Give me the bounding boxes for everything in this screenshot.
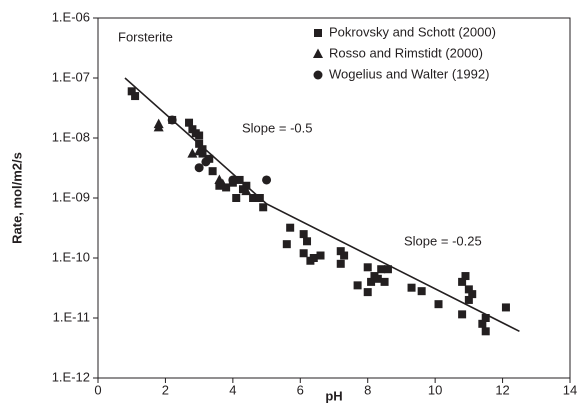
legend-label: Rosso and Rimstidt (2000) [329,45,483,60]
y-tick-label: 1.E-09 [52,189,90,204]
y-tick-label: 1.E-08 [52,129,90,144]
x-tick-label: 14 [563,382,577,397]
x-tick-label: 12 [495,382,509,397]
point [373,274,382,283]
point [299,249,308,258]
point [303,237,312,246]
point [167,115,177,125]
legend-label: Pokrovsky and Schott (2000) [329,24,496,39]
point [194,163,204,173]
point [316,251,325,260]
x-axis-label: pH [325,388,342,403]
point [201,157,211,167]
point [282,240,291,249]
point [185,118,194,127]
y-axis-label: Rate, mol/m2/s [9,152,24,244]
chart-label: Forsterite [118,29,173,44]
point [299,230,308,239]
point [464,295,473,304]
point [208,167,217,176]
x-tick-label: 2 [162,382,169,397]
point [309,254,318,262]
point [232,194,241,202]
y-tick-label: 1.E-12 [52,369,90,384]
y-tick-label: 1.E-10 [52,249,90,264]
point [198,145,207,154]
point [464,285,473,294]
point [363,263,372,272]
annotation: Slope = -0.25 [404,233,482,248]
y-tick-label: 1.E-06 [52,9,90,24]
point [127,87,136,96]
point [461,272,470,281]
point [340,251,349,260]
point [363,288,372,297]
legend-marker [313,48,323,58]
point [235,175,244,184]
point [383,265,392,274]
point [468,290,477,299]
point [153,118,164,129]
fit-line [124,77,520,333]
x-tick-label: 6 [297,382,304,397]
point [377,265,386,274]
point [217,178,228,189]
point [478,319,487,328]
point [249,194,258,202]
x-tick-label: 4 [229,382,236,397]
point [458,277,467,286]
x-tick-label: 8 [364,382,371,397]
point [194,145,205,156]
point [259,203,268,212]
point [195,139,204,148]
point [481,327,490,336]
point [131,92,140,101]
annotation: Slope = -0.5 [242,120,312,135]
point [458,310,467,319]
x-tick-label: 0 [94,382,101,397]
point [205,154,214,163]
y-tick-label: 1.E-07 [52,69,90,84]
point [434,300,443,309]
x-tick-label: 10 [428,382,442,397]
point [241,185,252,196]
point [380,277,389,286]
point [501,303,510,312]
point [195,131,204,140]
point [481,314,490,322]
legend-marker [314,29,322,37]
point [188,125,197,134]
legend-marker [313,70,323,80]
point [367,277,376,286]
y-tick-label: 1.E-11 [53,309,90,324]
legend-label: Wogelius and Walter (1992) [329,66,489,81]
point [336,259,345,268]
point [255,194,264,202]
point [336,247,345,256]
point [286,223,295,232]
point [228,175,238,185]
point [407,283,416,292]
point [417,287,426,296]
point [262,175,272,185]
point [353,281,362,290]
